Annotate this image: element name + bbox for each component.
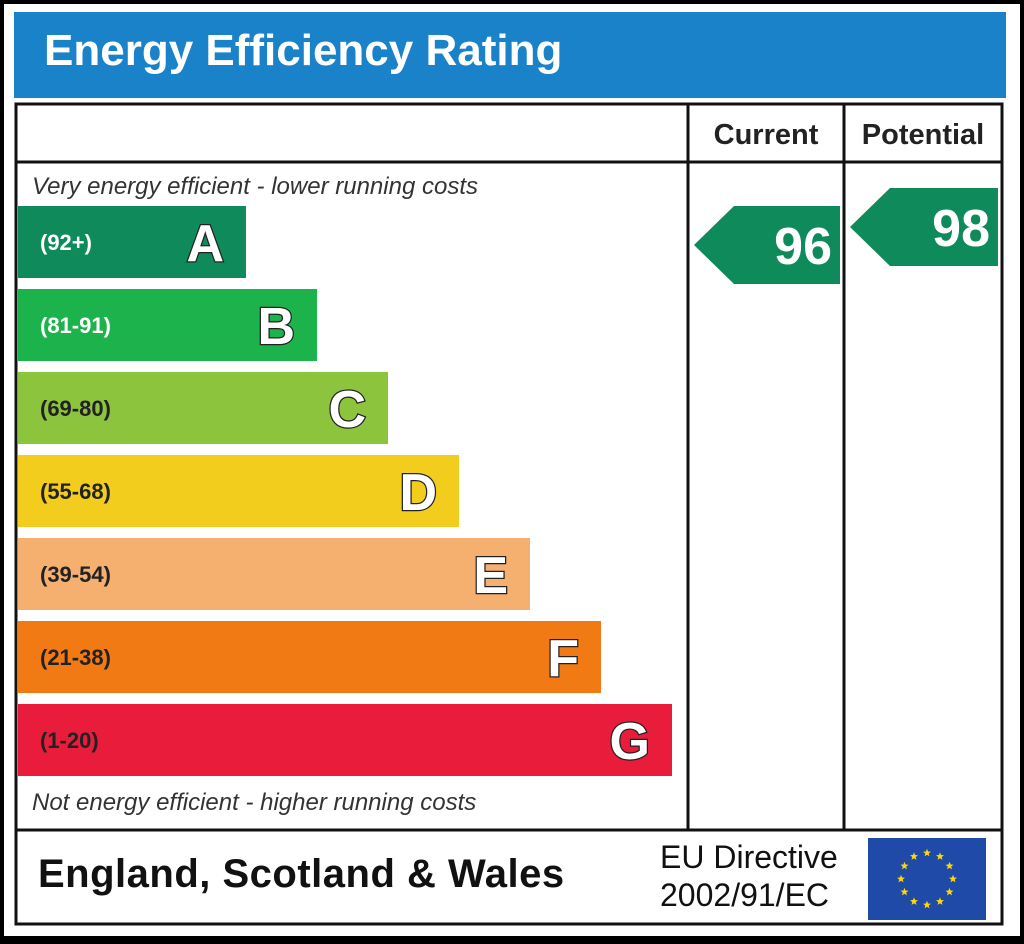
directive-line2: 2002/91/EC <box>660 877 830 913</box>
star-icon <box>900 861 909 870</box>
band-bar-a <box>18 206 246 278</box>
band-range-f: (21-38) <box>40 645 111 670</box>
star-icon <box>900 887 909 896</box>
band-letter-f: F <box>547 630 579 688</box>
band-bar-e <box>18 538 530 610</box>
band-range-d: (55-68) <box>40 479 111 504</box>
band-c: (69-80) C <box>18 372 388 444</box>
band-letter-e: E <box>473 547 508 605</box>
band-g: (1-20) G <box>18 704 672 776</box>
star-icon <box>910 897 918 905</box>
band-letter-d: D <box>399 464 437 522</box>
band-bar-b <box>18 289 317 361</box>
band-b: (81-91) B <box>18 289 317 361</box>
rating-bars: (92+) A (81-91) B (69-80) C (55-68) D (39-54) E (2… <box>18 206 672 776</box>
star-icon <box>945 861 954 870</box>
star-icon <box>923 848 931 857</box>
potential-rating-arrow <box>850 188 998 266</box>
directive-line1: EU Directive <box>660 839 838 875</box>
band-bar-g <box>18 704 672 776</box>
eu-flag-icon <box>868 838 986 920</box>
band-a: (92+) A <box>18 206 246 278</box>
footer-country: England, Scotland & Wales <box>38 852 565 896</box>
band-letter-b: B <box>257 298 295 356</box>
band-range-g: (1-20) <box>40 728 99 753</box>
footer-directive: EU Directive 2002/91/EC <box>660 838 838 914</box>
current-rating: 96 <box>694 206 840 284</box>
table-grid <box>14 102 1004 926</box>
star-icon <box>945 887 954 896</box>
band-bar-c <box>18 372 388 444</box>
energy-rating-chart: Energy Efficiency Rating Current Potenti… <box>4 4 1020 936</box>
star-icon <box>923 900 931 909</box>
star-icon <box>949 874 957 883</box>
band-range-b: (81-91) <box>40 313 111 338</box>
band-e: (39-54) E <box>18 538 530 610</box>
band-letter-c: C <box>328 381 366 439</box>
star-icon <box>936 852 944 860</box>
current-column-header: Current <box>714 119 819 151</box>
star-icon <box>936 897 944 905</box>
star-icon <box>910 852 918 860</box>
band-d: (55-68) D <box>18 455 459 527</box>
band-f: (21-38) F <box>18 621 601 693</box>
current-rating-value: 96 <box>774 218 832 276</box>
top-note: Very energy efficient - lower running co… <box>32 173 478 200</box>
band-range-c: (69-80) <box>40 396 111 421</box>
potential-column-header: Potential <box>862 119 984 151</box>
title-bar: Energy Efficiency Rating <box>14 12 1006 98</box>
potential-rating-value: 98 <box>932 200 990 258</box>
potential-rating: 98 <box>850 188 998 266</box>
band-range-a: (92+) <box>40 230 92 255</box>
band-bar-d <box>18 455 459 527</box>
band-bar-f <box>18 621 601 693</box>
rating-indicators: 96 98 <box>694 188 998 284</box>
band-letter-a: A <box>186 215 224 273</box>
bottom-note: Not energy efficient - higher running co… <box>32 789 476 816</box>
band-range-e: (39-54) <box>40 562 111 587</box>
current-rating-arrow <box>694 206 840 284</box>
band-letter-g: G <box>610 713 650 771</box>
star-icon <box>897 874 905 883</box>
chart-svg: Current Potential Very energy efficient … <box>14 102 1004 926</box>
chart-title: Energy Efficiency Rating <box>44 26 563 75</box>
